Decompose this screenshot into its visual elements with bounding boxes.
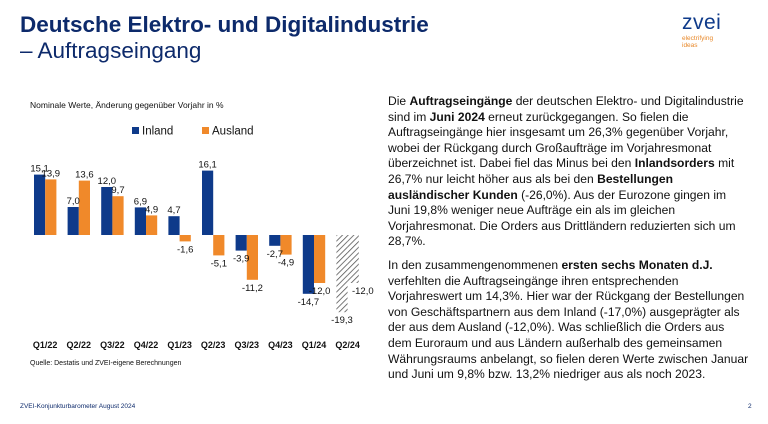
page-title: Deutsche Elektro- und Digitalindustrie –… [20,12,429,64]
data-label-ausland-Q1-22: 13,9 [42,168,61,179]
chart-bars [34,170,359,313]
p2-run-0: In den zusammengenommenen [388,257,562,272]
p1-run-0: Die [388,94,410,108]
bar-ausland-Q4-22 [146,215,158,235]
page-number: 2 [748,403,752,410]
x-tick-Q3-22: Q3/22 [100,340,125,350]
legend-label-inland: Inland [142,126,173,138]
chart-subtitle: Nominale Werte, Änderung gegenüber Vorja… [30,100,224,110]
legend-swatch-ausland [202,127,209,134]
bar-chart: Inland Ausland 15,113,97,013,612,09,76,94… [30,126,373,351]
chart-source: Quelle: Destatis und ZVEI-eigene Berechn… [30,360,182,367]
x-tick-Q3-23: Q3/23 [235,340,260,350]
x-tick-Q2-22: Q2/22 [67,340,92,350]
x-tick-Q4-22: Q4/22 [134,340,159,350]
data-label-inland-Q4-22: 6,9 [134,196,147,207]
data-label-inland-Q3-22: 12,0 [98,176,117,187]
data-label-ausland-Q3-23: -11,2 [242,283,263,294]
p2-run-2: verfehlten die Auftragseingänge ihren en… [388,273,749,382]
data-label-inland-Q4-23: -2,7 [267,249,283,260]
x-tick-Q1-24: Q1/24 [302,340,327,350]
bar-ausland-Q1-24 [314,235,326,283]
data-label-inland-Q2-23: 16,1 [198,160,217,171]
logo-word: zvei [682,11,722,34]
logo-tagline-2: ideas [682,42,698,49]
p1-run-7: Bestellungen ausländischer Kunden [388,171,674,202]
data-label-ausland-Q2-22: 13,6 [75,170,94,181]
p1-run-8: (-26,0%). Aus der Eurozone gingen im Jun… [388,187,736,249]
data-label-ausland-Q2-23: -5,1 [211,258,227,269]
bar-ausland-Q2-23 [213,235,225,256]
bar-ausland-Q1-23 [179,235,191,242]
data-label-inland-Q1-22: 15,1 [30,164,49,175]
data-label-inland-Q3-23: -3,9 [233,254,249,265]
data-label-ausland-Q4-23: -4,9 [278,258,294,269]
data-label-inland-Q1-23: 4,7 [167,205,180,216]
p1-run-3: Juni 2024 [429,109,485,124]
footer-text: ZVEI-Konjunkturbarometer August 2024 [20,403,136,410]
data-label-ausland-Q1-24: -12,0 [309,286,331,297]
bar-inland-Q1-24 [302,235,314,294]
legend-swatch-inland [132,127,139,134]
zvei-logo: zvei electrifying ideas [682,12,754,49]
paragraph-2: In den zusammengenommenen ersten sechs M… [388,258,750,383]
data-label-ausland-Q1-23: -1,6 [177,244,193,255]
p2-run-1: ersten sechs Monaten d.J. [561,257,713,272]
bar-ausland-Q3-22 [112,196,124,235]
p1-run-2: der deutschen Elektro- und Digitalindust… [388,94,744,124]
bar-ausland-Q3-23 [246,235,258,280]
bar-inland-Q2-24 [336,235,348,313]
x-tick-Q1-22: Q1/22 [33,340,58,350]
x-tick-Q2-23: Q2/23 [201,340,226,350]
legend-label-ausland: Ausland [212,126,254,138]
chart-x-tick-labels: Q1/22 Q2/22 Q3/22 Q4/22 Q1/23 Q2/23 Q3/23 Q4/23… [33,340,360,350]
p1-run-4: erneut zurückgegangen. So fielen die Auf… [388,109,729,171]
title-line-2: – Auftragseingang [20,38,202,63]
p1-run-1: Auftragseingänge [409,94,513,108]
logo-tagline-1: electrifying [682,35,714,42]
bar-inland-Q1-23 [168,216,180,235]
p1-run-6: mit 26,7% nur leicht höher aus als bei d… [388,156,735,186]
bar-inland-Q2-23 [202,170,214,235]
bar-inland-Q2-22 [67,207,79,235]
bar-inland-Q4-23 [269,235,281,246]
body-text: Die Auftragseingänge der deutschen Elekt… [388,94,750,391]
x-tick-Q1-23: Q1/23 [167,340,192,350]
bar-inland-Q1-22 [34,174,46,235]
x-tick-Q2-24: Q2/24 [335,340,360,350]
x-tick-Q4-23: Q4/23 [268,340,293,350]
bar-ausland-Q1-22 [45,179,57,235]
bar-ausland-Q4-23 [280,235,292,255]
bar-inland-Q3-22 [101,187,113,235]
bar-ausland-Q2-24 [347,235,359,283]
chart-legend: Inland Ausland [132,126,254,138]
paragraph-1: Die Auftragseingänge der deutschen Elekt… [388,94,750,250]
chart-data-labels: 15,113,9 7,0 13,6 12,09,7 6,94,9 4,7 -1,6 16,1 -… [30,160,373,327]
title-line-1: Deutsche Elektro- und Digitalindustrie [20,12,429,37]
bar-inland-Q3-23 [235,235,247,251]
bar-ausland-Q2-22 [78,180,90,235]
data-label-ausland-Q3-22: 9,7 [111,185,124,196]
data-label-inland-Q1-24: -14,7 [298,297,320,308]
p1-run-5: Inlandsorders [634,156,715,171]
data-label-inland-Q2-24: -19,3 [331,315,353,326]
data-label-ausland-Q2-24: -12,0 [352,286,374,297]
bar-inland-Q4-22 [134,207,146,235]
data-label-ausland-Q4-22: 4,9 [145,204,158,215]
data-label-inland-Q2-22: 7,0 [67,196,80,207]
